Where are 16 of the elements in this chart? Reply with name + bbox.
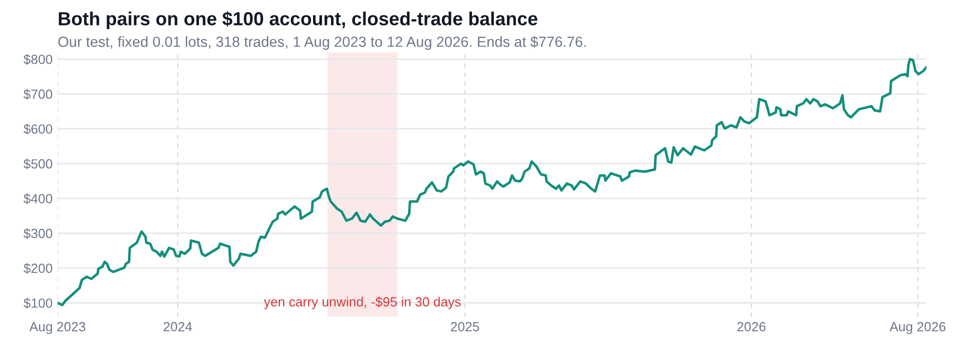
- band-label: yen carry unwind, -$95 in 30 days: [264, 296, 461, 310]
- x-tick-label: Aug 2026: [890, 322, 946, 334]
- chart-subtitle: Our test, fixed 0.01 lots, 318 trades, 1 Aug 2023 to 12 Aug 2026. Ends at $776.76.: [58, 36, 586, 50]
- x-tick-label: 2025: [450, 322, 480, 332]
- y-tick-label: $600: [24, 124, 52, 134]
- x-tick-label: 2024: [164, 322, 192, 332]
- y-tick-label: $300: [24, 228, 52, 239]
- x-tick-label: Aug 2023: [29, 322, 86, 334]
- y-tick-label: $700: [24, 88, 52, 100]
- y-tick-label: $400: [24, 193, 52, 204]
- y-tick-label: $100: [24, 298, 52, 309]
- chart-title: Both pairs on one $100 account, closed-trade balance: [58, 11, 538, 30]
- y-tick-label: $500: [24, 158, 52, 170]
- y-tick-label: $800: [24, 54, 52, 65]
- y-tick-label: $200: [24, 263, 52, 274]
- x-tick-label: 2026: [737, 322, 766, 332]
